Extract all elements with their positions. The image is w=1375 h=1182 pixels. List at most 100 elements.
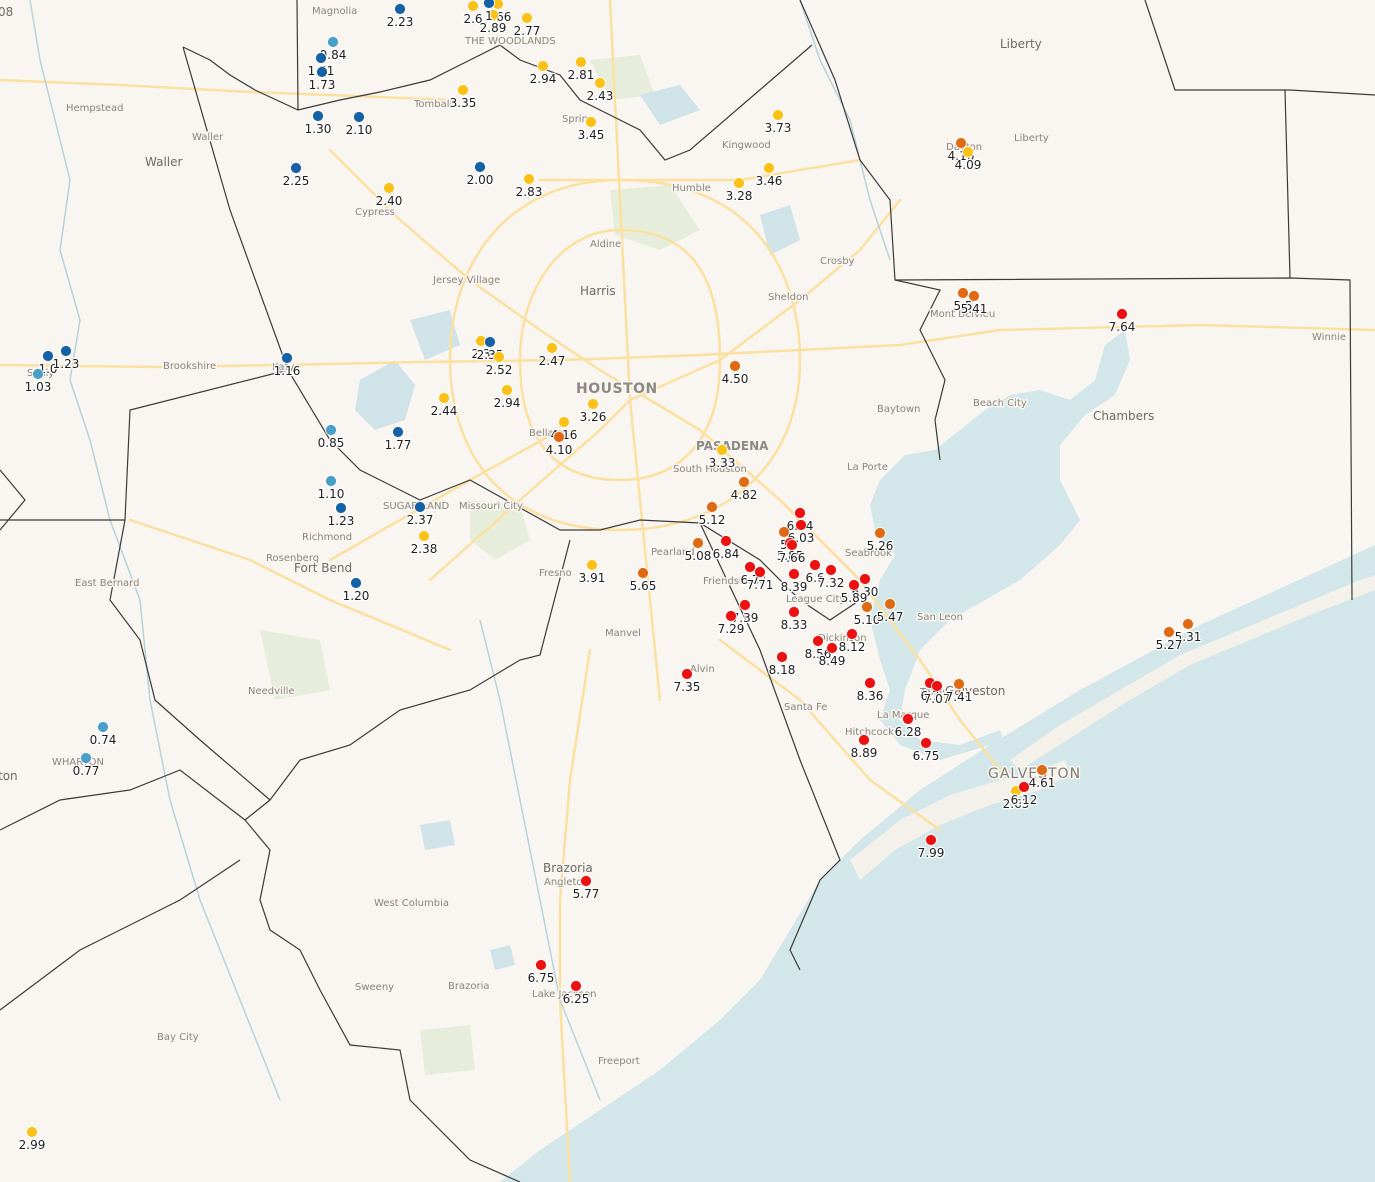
data-point-marker[interactable] (327, 36, 339, 48)
data-point-marker[interactable] (744, 561, 756, 573)
data-point-marker[interactable] (729, 360, 741, 372)
data-point-marker[interactable] (825, 564, 837, 576)
data-point-marker[interactable] (1018, 781, 1030, 793)
data-point-marker[interactable] (350, 577, 362, 589)
data-point-marker[interactable] (353, 111, 365, 123)
data-point-marker[interactable] (809, 559, 821, 571)
data-point-marker[interactable] (414, 501, 426, 513)
data-point-marker[interactable] (594, 77, 606, 89)
data-point-marker[interactable] (846, 628, 858, 640)
data-point-marker[interactable] (558, 416, 570, 428)
data-point-marker[interactable] (325, 475, 337, 487)
label-brazoria-city: Brazoria (448, 981, 489, 992)
data-point-marker[interactable] (587, 398, 599, 410)
data-point-marker[interactable] (580, 875, 592, 887)
data-point-marker[interactable] (795, 519, 807, 531)
data-point-marker[interactable] (392, 426, 404, 438)
data-point-marker[interactable] (483, 0, 495, 9)
data-point-marker[interactable] (335, 502, 347, 514)
data-point-marker[interactable] (418, 530, 430, 542)
data-point-marker[interactable] (467, 0, 479, 12)
data-point-marker[interactable] (716, 444, 728, 456)
data-point-marker[interactable] (859, 573, 871, 585)
data-point-marker[interactable] (637, 567, 649, 579)
data-point-marker[interactable] (953, 678, 965, 690)
data-point-marker[interactable] (968, 290, 980, 302)
data-point-marker[interactable] (794, 507, 806, 519)
data-point-marker[interactable] (955, 137, 967, 149)
data-point-marker[interactable] (788, 568, 800, 580)
data-point-marker[interactable] (864, 677, 876, 689)
data-point-marker[interactable] (1036, 764, 1048, 776)
data-point-marker[interactable] (537, 60, 549, 72)
data-point-marker[interactable] (720, 535, 732, 547)
data-point-marker[interactable] (493, 351, 505, 363)
data-markers: 2.230.841.511.732.62.662.892.7712.942.81… (17, 0, 1203, 1153)
data-point-marker[interactable] (1182, 618, 1194, 630)
data-point-marker[interactable] (920, 737, 932, 749)
data-point-value-label: 2.6 (463, 12, 482, 26)
label-needville: Needville (248, 686, 295, 697)
data-point-marker[interactable] (739, 599, 751, 611)
data-point-marker[interactable] (484, 336, 496, 348)
data-point-marker[interactable] (316, 66, 328, 78)
data-point-marker[interactable] (858, 734, 870, 746)
data-point-marker[interactable] (788, 606, 800, 618)
data-point-marker[interactable] (546, 342, 558, 354)
data-point-marker[interactable] (848, 579, 860, 591)
data-point-marker[interactable] (60, 345, 72, 357)
data-point-marker[interactable] (394, 3, 406, 15)
data-point-marker[interactable] (42, 350, 54, 362)
data-point-marker[interactable] (290, 162, 302, 174)
data-point-marker[interactable] (925, 834, 937, 846)
data-point-marker[interactable] (315, 52, 327, 64)
data-point-marker[interactable] (383, 182, 395, 194)
data-point-marker[interactable] (487, 9, 499, 21)
data-point-marker[interactable] (931, 680, 943, 692)
data-point-marker[interactable] (778, 526, 790, 538)
data-point-marker[interactable] (26, 1126, 38, 1138)
data-point-marker[interactable] (884, 598, 896, 610)
data-point-marker[interactable] (754, 566, 766, 578)
data-point-marker[interactable] (535, 959, 547, 971)
data-point-marker[interactable] (523, 173, 535, 185)
data-point-marker[interactable] (97, 721, 109, 733)
data-point-marker[interactable] (312, 110, 324, 122)
data-point-marker[interactable] (80, 752, 92, 764)
data-point-marker[interactable] (1163, 626, 1175, 638)
data-point-marker[interactable] (725, 610, 737, 622)
data-point-marker[interactable] (501, 384, 513, 396)
data-point-marker[interactable] (325, 424, 337, 436)
data-point-marker[interactable] (570, 980, 582, 992)
data-point-marker[interactable] (553, 431, 565, 443)
data-point-marker[interactable] (586, 559, 598, 571)
data-point-marker[interactable] (1116, 308, 1128, 320)
data-point-marker[interactable] (521, 12, 533, 24)
data-point-marker[interactable] (763, 162, 775, 174)
data-point-marker[interactable] (738, 476, 750, 488)
data-point-marker[interactable] (692, 537, 704, 549)
data-point-marker[interactable] (575, 56, 587, 68)
data-point-marker[interactable] (826, 642, 838, 654)
data-point-marker[interactable] (706, 501, 718, 513)
data-point-marker[interactable] (772, 109, 784, 121)
data-point-marker[interactable] (957, 287, 969, 299)
data-point-value-label: 2.38 (411, 542, 438, 556)
data-point-marker[interactable] (681, 668, 693, 680)
data-point-marker[interactable] (874, 527, 886, 539)
data-point-marker[interactable] (281, 352, 293, 364)
data-point-marker[interactable] (776, 651, 788, 663)
data-point-marker[interactable] (585, 116, 597, 128)
data-point-marker[interactable] (32, 368, 44, 380)
data-point-marker[interactable] (812, 635, 824, 647)
data-point-marker[interactable] (474, 161, 486, 173)
data-point-marker[interactable] (861, 601, 873, 613)
data-point-marker[interactable] (902, 713, 914, 725)
data-point-marker[interactable] (438, 392, 450, 404)
data-point-marker[interactable] (733, 177, 745, 189)
data-point-marker[interactable] (786, 539, 798, 551)
data-point-marker[interactable] (457, 84, 469, 96)
data-point-marker[interactable] (962, 146, 974, 158)
